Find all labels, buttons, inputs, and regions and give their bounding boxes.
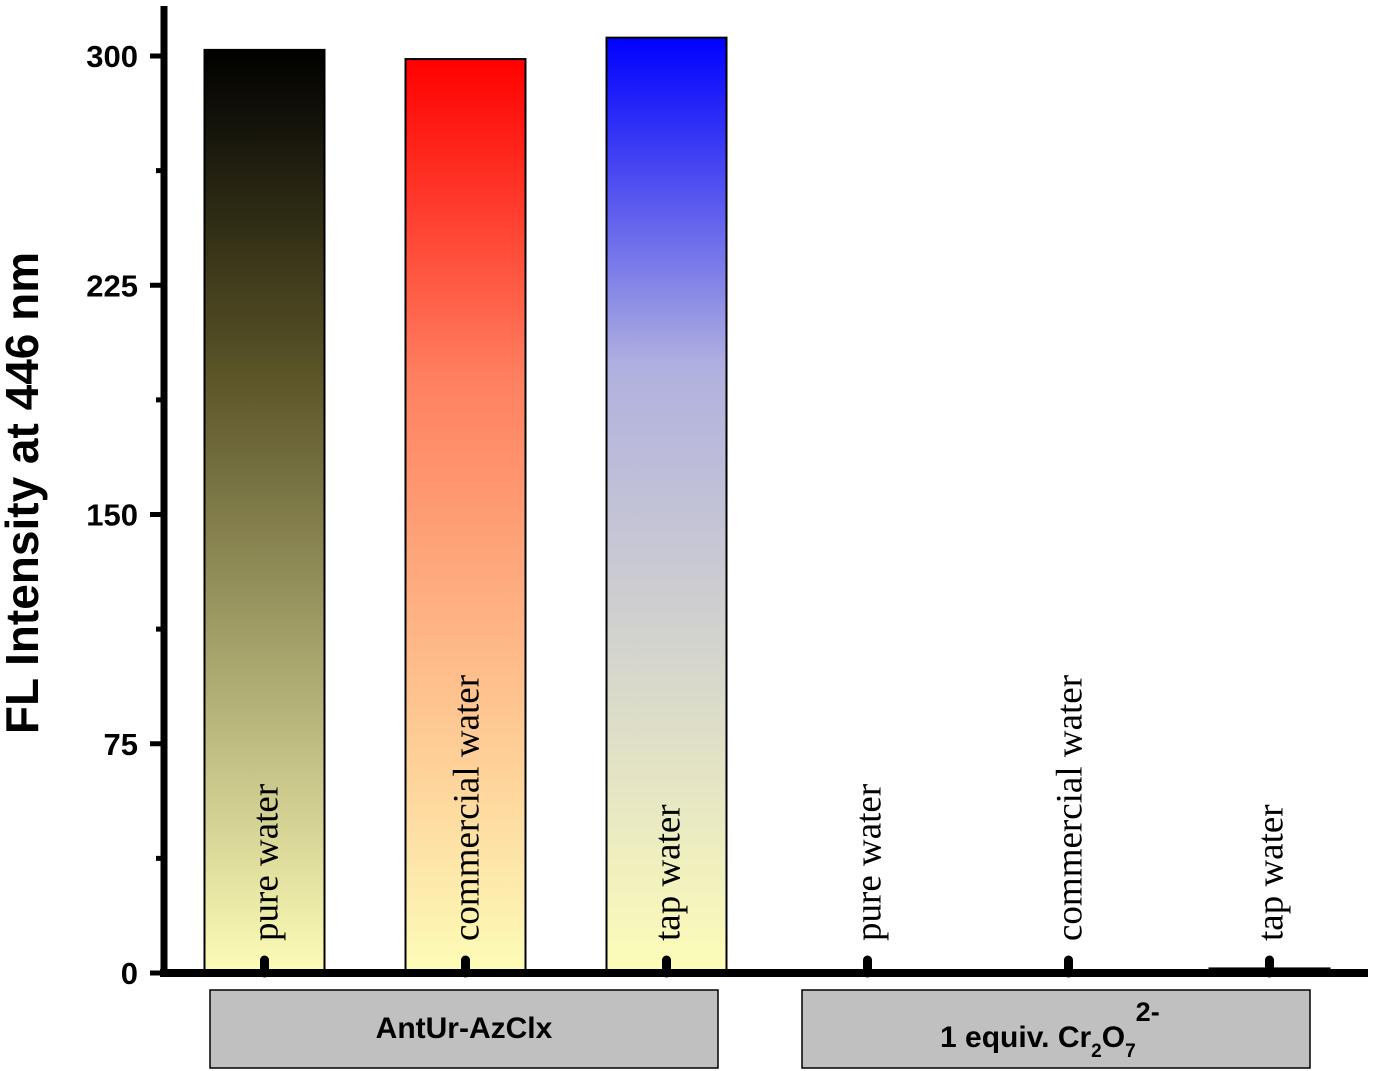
y-tick-label: 225 [86, 268, 138, 303]
bar-label-3: tap water [648, 804, 689, 941]
group-label-sub2: 7 [1125, 1041, 1136, 1062]
axes-layer: 0 75 150 225 300 FL Intensity at 446 nm [0, 6, 1368, 991]
bar-label-6: tap water [1251, 804, 1292, 941]
bars-layer [203, 36, 1331, 975]
bar-label-2: commercial water [447, 675, 488, 941]
labels-layer: pure water commercial water tap water pure … [246, 675, 1292, 941]
group-label-main: 1 equiv. Cr [940, 1021, 1091, 1054]
y-tick-label: 0 [121, 956, 138, 991]
group-label-dichromate: 1 equiv. Cr2O72- [940, 997, 1160, 1062]
y-tick-label: 75 [104, 727, 138, 762]
group-label-antur: AntUr-AzClx [376, 1012, 553, 1045]
y-tick-label: 300 [86, 39, 138, 74]
bar-label-5: commercial water [1050, 675, 1091, 941]
group-box-antur [209, 989, 719, 1069]
bar-label-1: pure water [246, 784, 287, 941]
group-label-mid: O [1102, 1021, 1125, 1054]
bar-2 [404, 58, 527, 975]
bar-3 [605, 36, 728, 975]
group-label-sup: 2- [1136, 997, 1160, 1027]
group-box-dichromate [801, 989, 1311, 1069]
group-label-sub1: 2 [1091, 1041, 1102, 1062]
group-label-boxes: AntUr-AzClx 1 equiv. Cr2O72- [209, 989, 1311, 1069]
y-axis-title: FL Intensity at 446 nm [0, 252, 48, 734]
bar-label-4: pure water [849, 784, 890, 941]
bar-1 [203, 48, 326, 975]
y-tick-label: 150 [86, 498, 138, 533]
